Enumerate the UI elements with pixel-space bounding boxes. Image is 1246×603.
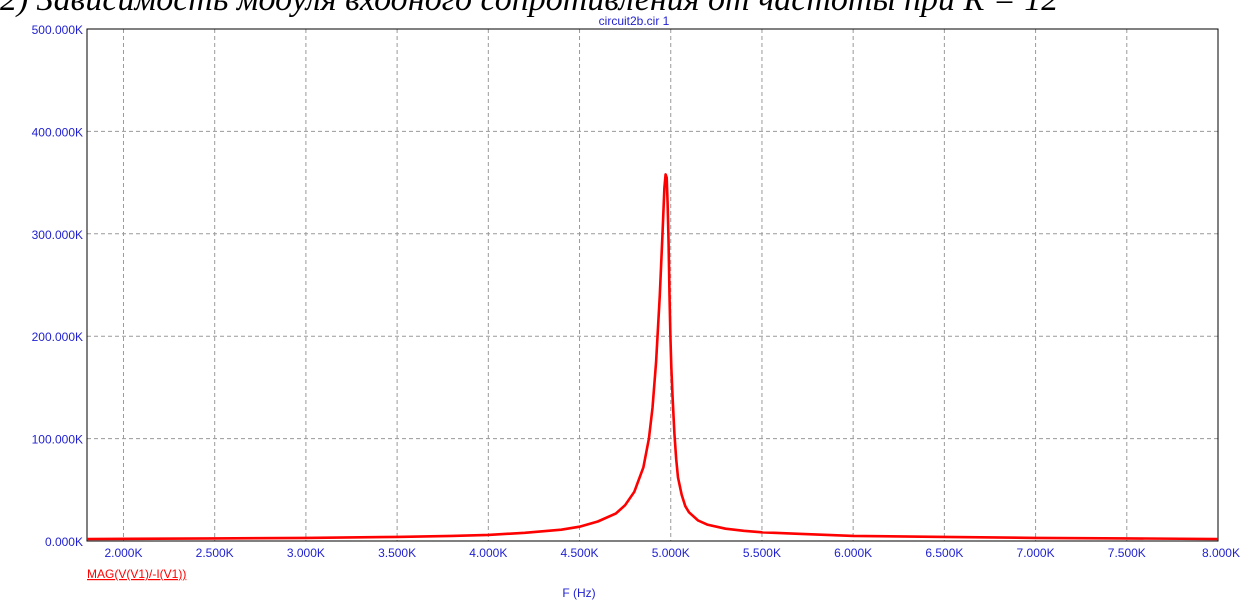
x-axis-ticks: 2.000K 2.500K 3.000K 3.500K 4.000K 4.500K 5.00… — [104, 546, 1240, 560]
y-tick-label: 400.000K — [32, 125, 83, 139]
series-line — [86, 173, 1219, 541]
x-tick-label: 6.000K — [834, 546, 872, 560]
x-tick-label: 6.500K — [925, 546, 963, 560]
x-tick-label: 2.000K — [104, 546, 142, 560]
x-tick-label: 8.000K — [1202, 546, 1240, 560]
x-tick-label: 7.500K — [1108, 546, 1146, 560]
x-tick-label: 5.000K — [652, 546, 690, 560]
x-axis-label: F (Hz) — [562, 586, 595, 600]
x-tick-label: 3.500K — [378, 546, 416, 560]
y-tick-label: 100.000K — [32, 433, 83, 447]
x-tick-label: 4.000K — [469, 546, 507, 560]
x-tick-label: 5.500K — [743, 546, 781, 560]
y-tick-label: 500.000K — [32, 23, 83, 37]
page-heading: 2) Зависимость модуля входного сопротивл… — [0, 0, 1246, 20]
legend-entry[interactable]: MAG(V(V1)/-I(V1)) — [87, 567, 186, 581]
x-tick-label: 3.000K — [287, 546, 325, 560]
x-tick-label: 2.500K — [196, 546, 234, 560]
chart-title: circuit2b.cir 1 — [599, 14, 670, 28]
x-tick-label: 4.500K — [561, 546, 599, 560]
y-axis-ticks: 0.000K 100.000K 200.000K 300.000K 400.000K 50… — [32, 23, 83, 549]
grid — [87, 29, 1218, 541]
plot-frame — [86, 28, 1219, 542]
y-tick-label: 200.000K — [32, 330, 83, 344]
x-tick-label: 7.000K — [1017, 546, 1055, 560]
y-tick-label: 0.000K — [45, 535, 83, 549]
y-tick-label: 300.000K — [32, 228, 83, 242]
